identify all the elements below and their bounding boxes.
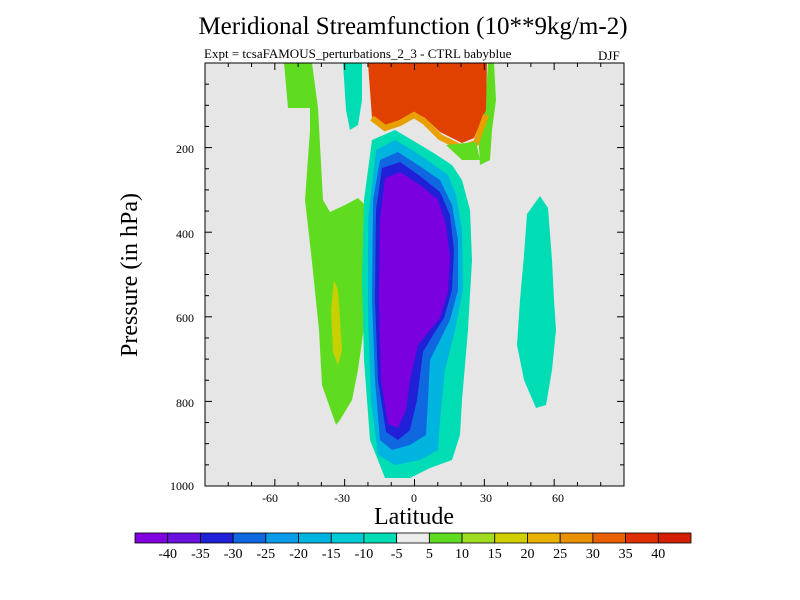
colorbar-label: 25 <box>553 547 567 562</box>
x-tick-label-neg30: -30 <box>334 491 350 505</box>
chart-subtitle-season: DJF <box>598 48 620 63</box>
colorbar-swatch <box>527 532 561 544</box>
contour-yellow-left-patch <box>331 280 342 365</box>
colorbar-label: 15 <box>488 547 502 562</box>
colorbar-swatch <box>232 532 267 544</box>
contour-fills <box>284 63 556 478</box>
contour-green-left-band <box>284 63 372 425</box>
colorbar-swatch <box>461 532 496 544</box>
colorbar-swatch <box>330 532 365 544</box>
contour-cyan-upper-left <box>343 63 362 130</box>
colorbar-swatch <box>559 532 594 544</box>
colorbar-swatch <box>167 532 201 544</box>
y-tick-label-200: 200 <box>176 142 194 156</box>
contour-red-lobe-core <box>368 63 487 143</box>
colorbar-label: -30 <box>224 547 243 562</box>
y-axis-label: Pressure (in hPa) <box>117 193 143 357</box>
colorbar-label: -35 <box>191 547 210 562</box>
colorbar-label: 30 <box>586 547 600 562</box>
colorbar-swatch <box>494 532 528 544</box>
x-tick-label-0: 0 <box>411 491 417 505</box>
y-tick-label-800: 800 <box>176 396 194 410</box>
colorbar-swatch <box>265 532 299 544</box>
colorbar-label: 5 <box>426 547 433 562</box>
colorbar-swatch <box>134 532 169 544</box>
x-tick-label-neg60: -60 <box>262 491 278 505</box>
colorbar-label: 10 <box>455 547 469 562</box>
colorbar-swatch <box>200 532 234 544</box>
x-axis-label: Latitude <box>374 504 454 530</box>
axis-ticks <box>205 63 624 486</box>
y-tick-label-400: 400 <box>176 227 194 241</box>
y-tick-label-600: 600 <box>176 311 194 325</box>
contour-purple-core <box>379 172 450 428</box>
colorbar-swatch <box>396 532 430 544</box>
chart-title: Meridional Streamfunction (10**9kg/m-2) <box>198 13 628 40</box>
colorbar-swatch <box>428 532 463 544</box>
colorbar-label: -15 <box>322 547 341 562</box>
x-tick-label-60: 60 <box>552 491 564 505</box>
colorbar-swatch <box>592 532 626 544</box>
colorbar-label: -25 <box>256 547 275 562</box>
colorbar-label: -10 <box>355 547 374 562</box>
x-tick-label-30: 30 <box>480 491 492 505</box>
colorbar-swatch <box>298 532 332 544</box>
colorbar: -40 -35 -30 -25 -20 -15 -10 -5 5 10 15 20 25 30 35 40 <box>134 532 692 562</box>
contour-green-upper-right <box>478 63 496 165</box>
colorbar-label: -40 <box>158 547 177 562</box>
colorbar-label: 20 <box>520 547 534 562</box>
colorbar-label: -20 <box>289 547 308 562</box>
colorbar-label: 40 <box>651 547 665 562</box>
chart-subtitle-experiment: Expt = tcsaFAMOUS_perturbations_2_3 - CT… <box>204 46 512 61</box>
colorbar-label: -5 <box>391 547 403 562</box>
y-tick-label-1000: 1000 <box>170 479 194 493</box>
contour-cyan-right <box>517 196 556 408</box>
colorbar-swatch <box>363 532 398 544</box>
contour-green-lobe-tail <box>446 142 480 160</box>
colorbar-label: 35 <box>619 547 633 562</box>
colorbar-swatch <box>657 532 692 544</box>
colorbar-swatch <box>625 532 659 544</box>
